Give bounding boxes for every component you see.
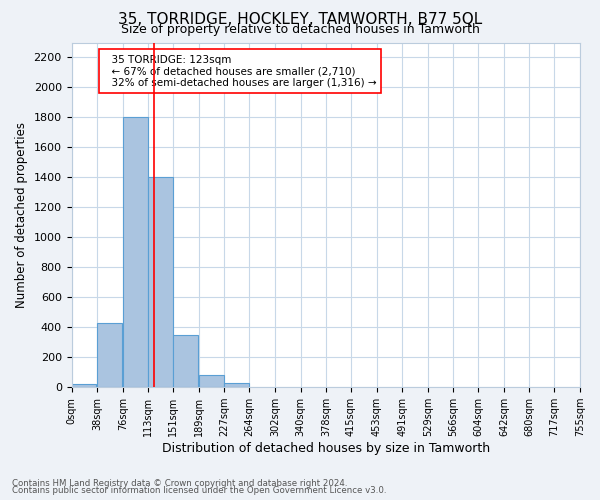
- Text: 35 TORRIDGE: 123sqm
  ← 67% of detached houses are smaller (2,710)
  32% of semi: 35 TORRIDGE: 123sqm ← 67% of detached ho…: [104, 54, 376, 88]
- Bar: [173, 335, 198, 387]
- Text: Contains HM Land Registry data © Crown copyright and database right 2024.: Contains HM Land Registry data © Crown c…: [12, 478, 347, 488]
- Text: Contains public sector information licensed under the Open Government Licence v3: Contains public sector information licen…: [12, 486, 386, 495]
- Text: Size of property relative to detached houses in Tamworth: Size of property relative to detached ho…: [121, 22, 479, 36]
- X-axis label: Distribution of detached houses by size in Tamworth: Distribution of detached houses by size …: [162, 442, 490, 455]
- Bar: [123, 118, 148, 387]
- Bar: [71, 384, 97, 387]
- Y-axis label: Number of detached properties: Number of detached properties: [15, 122, 28, 308]
- Bar: [148, 178, 173, 387]
- Text: 35, TORRIDGE, HOCKLEY, TAMWORTH, B77 5QL: 35, TORRIDGE, HOCKLEY, TAMWORTH, B77 5QL: [118, 12, 482, 28]
- Bar: [224, 384, 250, 387]
- Bar: [199, 375, 224, 387]
- Bar: [97, 323, 122, 387]
